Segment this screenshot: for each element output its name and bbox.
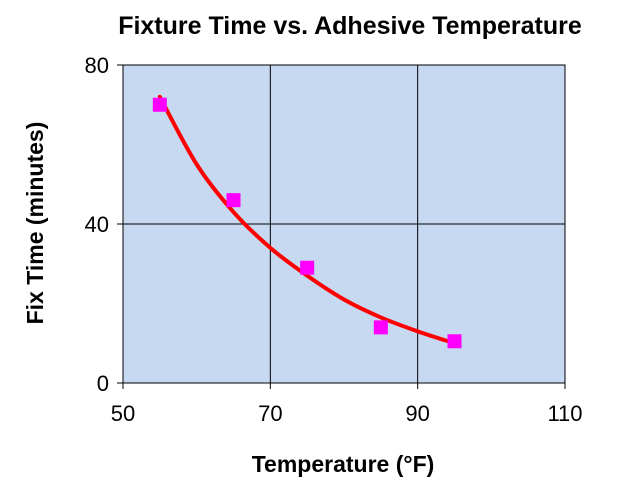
x-tick-labels: 50 70 90 110: [111, 401, 583, 426]
x-axis-title: Temperature (°F): [252, 451, 435, 477]
y-tick-label: 80: [85, 53, 109, 78]
data-point: [447, 334, 462, 349]
axes: [117, 64, 566, 389]
x-tick-label: 90: [405, 401, 429, 426]
y-tick-labels: 0 40 80: [85, 53, 109, 396]
trendline: [157, 94, 457, 346]
x-tick-label: 50: [111, 401, 135, 426]
data-point: [300, 260, 315, 275]
data-point: [152, 97, 167, 112]
y-tick-label: 40: [85, 212, 109, 237]
data-point: [373, 320, 388, 335]
chart-title: Fixture Time vs. Adhesive Temperature: [118, 12, 582, 40]
x-tick-label: 110: [547, 401, 582, 426]
y-axis-title: Fix Time (minutes): [22, 122, 48, 325]
data-points: [152, 97, 462, 349]
data-point: [226, 193, 241, 208]
y-tick-label: 0: [97, 371, 109, 396]
x-tick-label: 70: [258, 401, 282, 426]
